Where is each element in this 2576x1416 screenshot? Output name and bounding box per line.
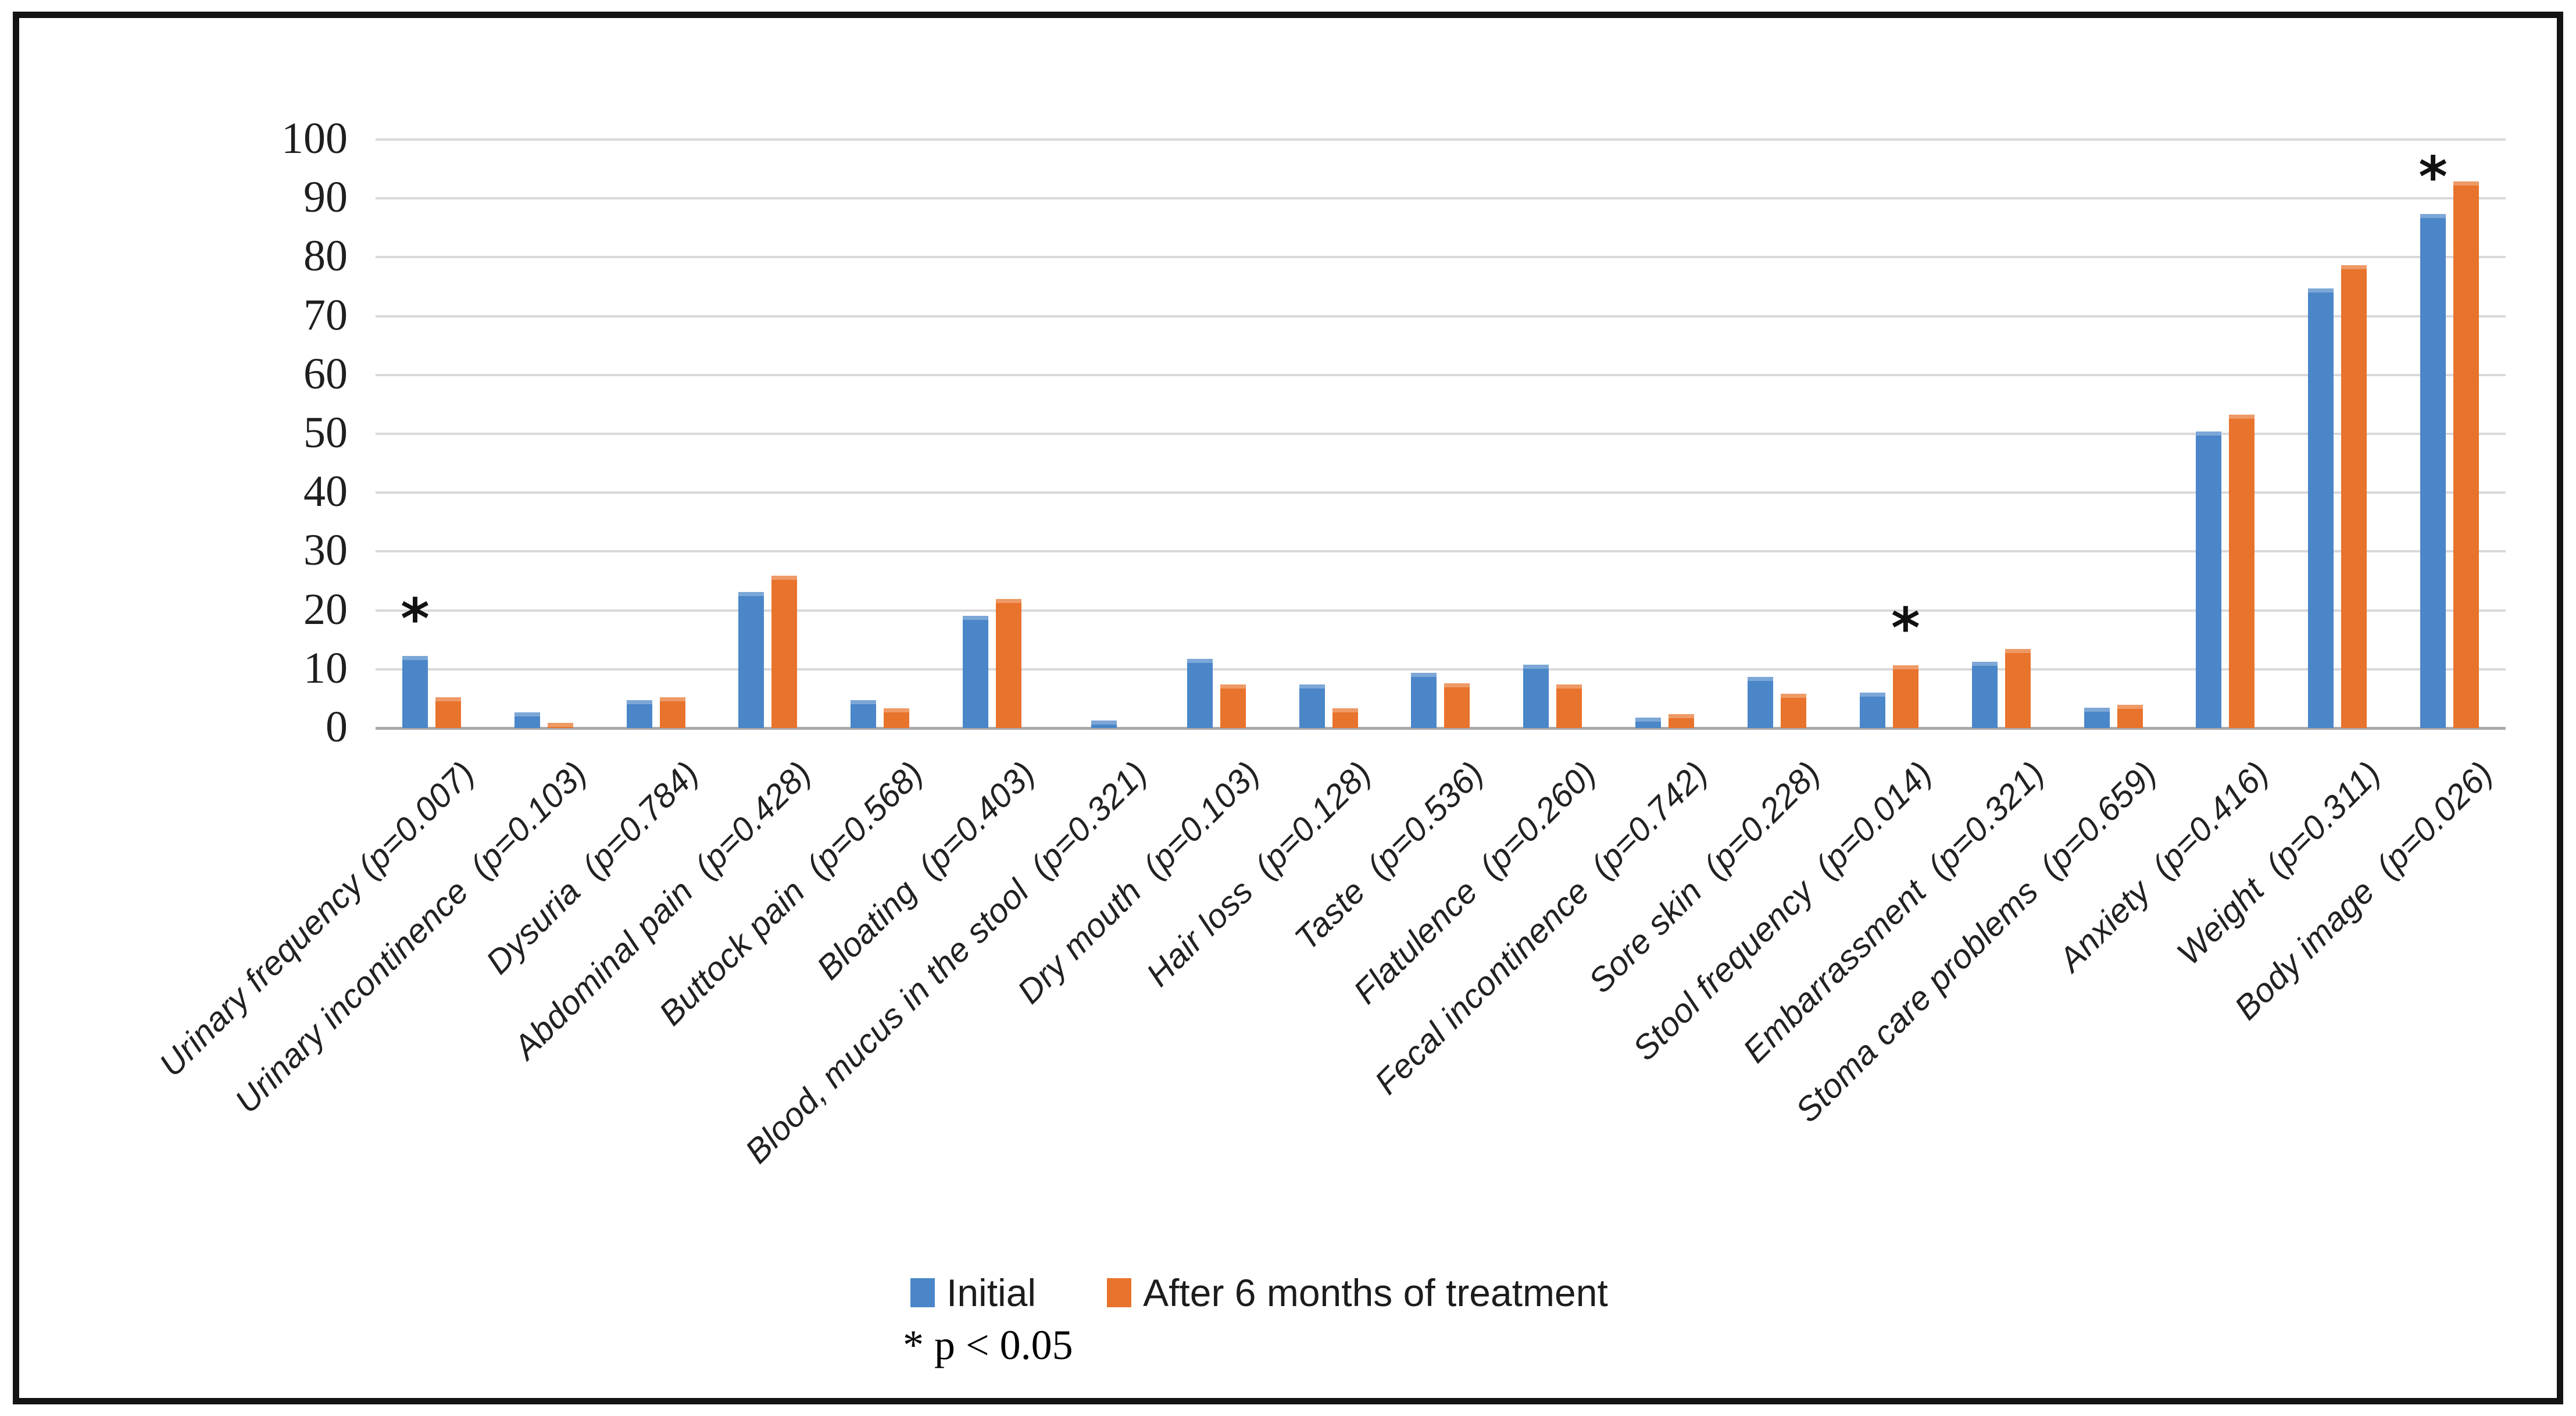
significance-footnote: * p < 0.05 (903, 1322, 1073, 1368)
category-group-10 (1385, 140, 1497, 728)
gridline-30 (376, 550, 2506, 553)
bar-initial-3 (626, 700, 652, 728)
legend-label: Initial (946, 1271, 1037, 1314)
category-group-6 (936, 140, 1048, 728)
gridline-100 (376, 138, 2506, 141)
y-axis-tick-label-30: 30 (303, 526, 348, 575)
plot-area: 0 10 20 30 40 50 60 70 80 90 100 * * * (281, 114, 2506, 751)
legend-item-initial: Initial (910, 1271, 1036, 1315)
bar-after-3 (659, 697, 685, 728)
bar-after-13 (1781, 694, 1806, 728)
category-group-16 (2057, 140, 2170, 728)
significance-asterisk: * (2418, 145, 2448, 209)
bar-initial-1 (402, 655, 428, 728)
bar-after-1 (435, 697, 461, 728)
category-group-5 (824, 140, 936, 728)
x-axis-category-label: Blood, mucus in the stool (p=0.321) (738, 754, 1155, 1171)
legend-swatch-after (1107, 1278, 1132, 1307)
bar-initial-13 (1748, 676, 1773, 728)
category-group-7 (1048, 140, 1160, 728)
significance-asterisk: * (401, 587, 430, 651)
bar-after-15 (2005, 649, 2031, 728)
x-axis-category-label: Anxiety (p=0.416) (2051, 754, 2276, 979)
category-group-14 (1833, 140, 1945, 728)
bar-initial-18 (2308, 288, 2334, 728)
x-axis-category-label: Bloating (p=0.403) (809, 754, 1043, 987)
legend-label: After 6 months of treatment (1143, 1271, 1608, 1314)
y-axis-tick-label-50: 50 (303, 408, 348, 457)
category-group-8 (1160, 140, 1273, 728)
y-axis-tick-label-100: 100 (281, 113, 348, 163)
chart-legend: Initial After 6 months of treatment (910, 1271, 1608, 1315)
legend-swatch-initial (910, 1278, 935, 1307)
bar-after-12 (1668, 714, 1695, 728)
legend-item-after: After 6 months of treatment (1107, 1271, 1608, 1315)
bar-initial-6 (963, 615, 989, 728)
category-group-17 (2169, 140, 2281, 728)
bar-after-2 (547, 722, 573, 728)
category-group-3 (600, 140, 712, 728)
gridline-10 (376, 668, 2506, 670)
y-axis-tick-label-0: 0 (326, 702, 348, 751)
significance-asterisk: * (1891, 596, 1920, 661)
y-axis-tick-label-10: 10 (303, 643, 348, 693)
bar-initial-10 (1411, 672, 1437, 728)
y-axis-tick-label-40: 40 (303, 466, 348, 516)
bar-after-11 (1556, 684, 1582, 728)
gridline-70 (376, 315, 2506, 318)
bar-initial-17 (2196, 431, 2222, 728)
bar-after-4 (771, 575, 798, 728)
x-axis-category-label: Taste (p=0.536) (1287, 754, 1491, 958)
category-group-4 (712, 140, 824, 728)
y-axis-tick-label-80: 80 (303, 231, 348, 281)
bar-after-18 (2341, 265, 2367, 728)
bar-after-16 (2117, 704, 2143, 728)
x-axis-line (376, 727, 2506, 730)
bar-initial-12 (1635, 717, 1662, 728)
gridline-80 (376, 256, 2506, 259)
bar-after-17 (2229, 414, 2255, 728)
category-group-1 (376, 140, 488, 728)
category-group-13 (1721, 140, 1833, 728)
x-axis-category-label: Weight (p=0.311) (2170, 754, 2388, 973)
bar-initial-4 (738, 592, 764, 728)
category-group-2 (488, 140, 600, 728)
gridline-50 (376, 433, 2506, 435)
bar-initial-8 (1187, 658, 1213, 728)
bar-initial-14 (1859, 693, 1885, 728)
category-group-19 (2393, 140, 2506, 728)
gridline-40 (376, 491, 2506, 494)
category-group-18 (2281, 140, 2393, 728)
gridline-20 (376, 609, 2506, 612)
bar-after-10 (1444, 683, 1470, 728)
bar-initial-19 (2420, 213, 2446, 728)
bar-after-5 (884, 708, 910, 728)
bar-after-8 (1220, 684, 1246, 728)
y-axis-tick-label-70: 70 (303, 290, 348, 340)
bar-after-6 (996, 599, 1022, 728)
gridline-60 (376, 373, 2506, 376)
bar-after-14 (1892, 665, 1918, 728)
bar-initial-11 (1523, 664, 1549, 728)
bar-after-19 (2453, 181, 2479, 728)
category-group-12 (1609, 140, 1721, 728)
category-group-11 (1496, 140, 1609, 728)
bar-initial-15 (1971, 661, 1998, 728)
gridline-90 (376, 197, 2506, 200)
x-axis-category-label: Dysuria (p=0.784) (478, 754, 706, 982)
bar-initial-16 (2084, 707, 2110, 728)
bar-initial-9 (1299, 684, 1325, 728)
y-axis-tick-label-90: 90 (303, 172, 348, 222)
y-axis-tick-label-60: 60 (303, 349, 348, 398)
bar-after-9 (1332, 708, 1358, 728)
bar-initial-5 (851, 700, 877, 728)
bar-initial-7 (1091, 720, 1117, 728)
category-group-9 (1273, 140, 1385, 728)
bar-initial-2 (514, 712, 540, 728)
category-group-15 (1945, 140, 2057, 728)
y-axis-tick-label-20: 20 (303, 584, 348, 634)
